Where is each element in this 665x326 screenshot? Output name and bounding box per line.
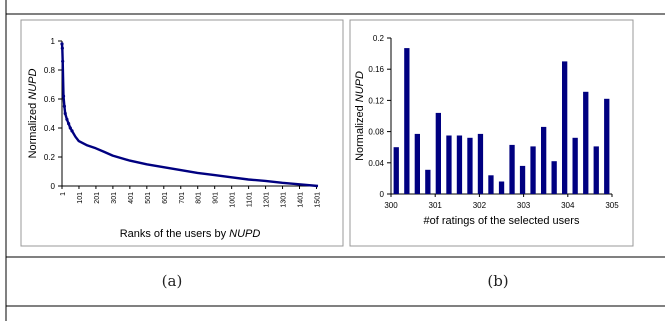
panel-b-y-tick-label: 0.12 — [368, 96, 384, 105]
panel-a-chart: 00.20.40.60.811 101 201 301 401 501 601 701 801 9… — [27, 37, 321, 240]
panel-b-x-tick-label: 302 — [473, 201, 487, 210]
panel-b-bar — [519, 165, 526, 194]
panel-b-bar — [572, 137, 578, 194]
panel-a-x-tick-label: 1101 — [247, 192, 254, 207]
panel-b-y-axis-label: Normalized NUPD — [354, 71, 366, 161]
panel-b-border — [349, 19, 634, 247]
panel-b-bar — [604, 98, 610, 194]
panel-b-bar — [593, 146, 599, 194]
panel-b-bar — [583, 91, 589, 194]
panel-a-x-tick-label: 501 — [145, 192, 152, 204]
panel-a-data-point — [60, 46, 64, 50]
panel-a-x-tick-label: 1501 — [314, 192, 321, 208]
panel-a-border — [20, 19, 344, 247]
panel-b-bar — [456, 135, 463, 194]
panel-a-data-point — [62, 104, 66, 108]
panel-b-x-tick-label: 300 — [384, 201, 398, 210]
panel-a-x-tick-label: 201 — [94, 192, 101, 204]
panel-a-y-axis-label: Normalized NUPD — [27, 69, 39, 159]
panel-b-bar — [530, 146, 536, 194]
panel-b-y-tick-label: 0.08 — [368, 128, 384, 137]
panel-a-x-tick-label: 701 — [179, 192, 186, 204]
panel-b-y-tick-label: 0.04 — [368, 159, 384, 168]
panel-b-x-tick-label: 304 — [561, 201, 575, 210]
panel-b-bar — [488, 175, 494, 194]
panel-a-x-tick-label: 801 — [196, 192, 203, 204]
panel-a-data-point — [63, 111, 67, 116]
panel-a-data-point — [65, 117, 69, 121]
panel-b-bar — [446, 135, 452, 194]
panel-a-caption: (a) — [161, 272, 183, 290]
panel-a-data-point — [61, 59, 65, 63]
panel-b-y-tick-label: 0.16 — [368, 65, 384, 74]
panel-a-x-tick-label: 1201 — [264, 192, 271, 208]
panel-b-bar — [404, 48, 410, 194]
panel-a-y-tick-label: 0.4 — [44, 124, 56, 133]
panel-a-x-tick-label: 301 — [111, 192, 118, 204]
panel-a-x-tick-label: 601 — [162, 192, 169, 204]
panel-a-y-tick-label: 0 — [51, 182, 56, 191]
panel-b-bar — [477, 133, 484, 194]
panel-b-bar — [467, 137, 473, 194]
panel-b-x-tick-label: 301 — [429, 201, 443, 210]
panel-b-bar — [414, 133, 420, 194]
panel-a-data-point — [61, 94, 66, 98]
panel-b-bar — [541, 126, 547, 194]
panel-a-x-tick-label: 1301 — [281, 192, 288, 208]
panel-a-y-tick-label: 0.8 — [44, 66, 56, 75]
panel-a-data-point — [70, 129, 74, 133]
panel-a-x-tick-label: 101 — [77, 192, 84, 204]
panel-b-bar — [551, 161, 557, 194]
panel-b-x-axis-label: #of ratings of the selected users — [424, 215, 580, 227]
panel-a-data-point — [67, 122, 71, 126]
panel-a-x-tick-label: 1001 — [230, 192, 237, 208]
panel-a-data-point — [60, 42, 64, 46]
panel-b-caption: (b) — [487, 272, 509, 290]
panel-a-x-axis-label: Ranks of the users by NUPD — [120, 228, 261, 240]
panel-a-y-tick-label: 0.2 — [44, 153, 56, 162]
panel-a-x-tick-label: 1401 — [298, 192, 305, 208]
panel-a-data-point — [68, 126, 72, 130]
panel-a-x-tick-label: 401 — [128, 192, 135, 204]
panel-b-x-tick-label: 305 — [605, 201, 619, 210]
panel-a-series-line — [60, 43, 319, 188]
panel-a-x-tick-label: 901 — [213, 192, 220, 204]
panel-b-bar — [498, 181, 505, 194]
panel-b-bar — [425, 169, 431, 194]
panel-b-bar — [562, 61, 568, 195]
panel-b-x-tick-label: 303 — [517, 201, 531, 210]
panel-b-chart: 0 0.04 0.08 0.12 0.16 0.2 300 301 302 303 304 305 No… — [354, 34, 619, 227]
panel-b-bar — [393, 147, 399, 194]
panel-a-y-tick-label: 1 — [51, 37, 56, 46]
panel-a-y-tick-label: 0.6 — [44, 95, 56, 104]
panel-b-bar — [435, 112, 441, 194]
panel-b-bar — [509, 144, 515, 194]
panel-a-x-tick-label: 1 — [60, 192, 67, 196]
panel-b-y-tick-label: 0 — [380, 190, 385, 199]
panel-b-y-tick-label: 0.2 — [373, 34, 385, 43]
